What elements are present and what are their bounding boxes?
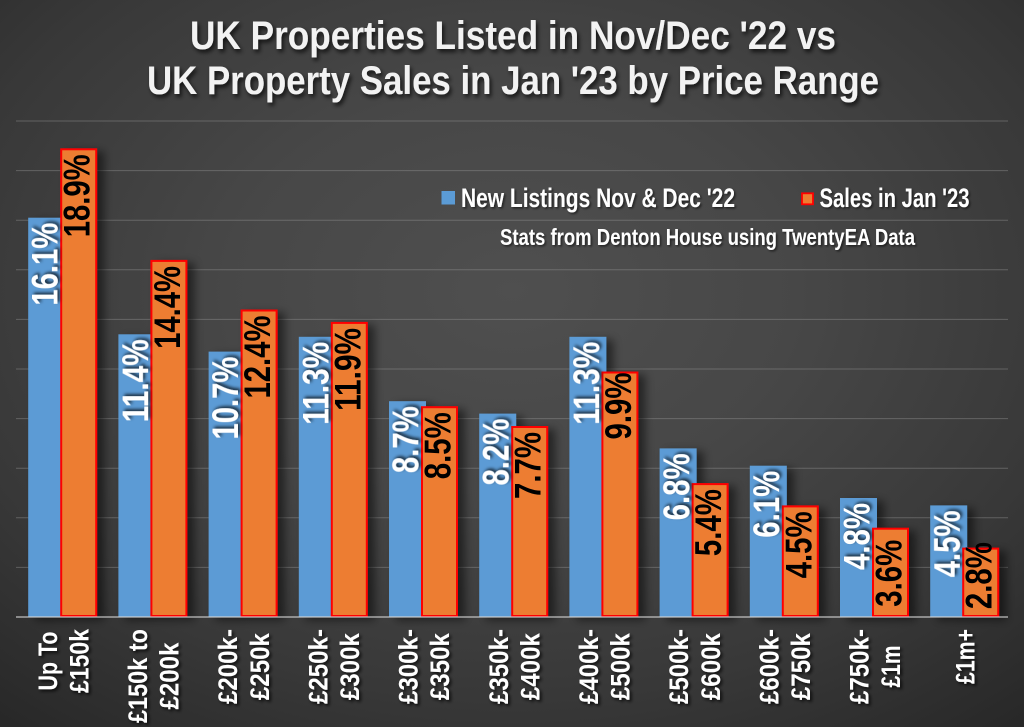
svg-text:11.4%: 11.4% — [115, 339, 156, 422]
svg-text:4.5%: 4.5% — [778, 511, 819, 578]
svg-text:12.4%: 12.4% — [237, 316, 278, 399]
svg-text:4.8%: 4.8% — [837, 503, 878, 570]
svg-text:£350k-: £350k- — [484, 629, 514, 704]
svg-text:UK Property Sales in Jan '23 b: UK Property Sales in Jan '23 by Price Ra… — [147, 59, 879, 103]
svg-text:£400k: £400k — [515, 632, 545, 700]
svg-text:Sales in Jan '23: Sales in Jan '23 — [820, 183, 970, 213]
svg-text:9.9%: 9.9% — [598, 373, 639, 440]
svg-text:£1m: £1m — [876, 646, 906, 688]
svg-text:£200k-: £200k- — [213, 629, 243, 704]
svg-text:£750k-: £750k- — [845, 629, 875, 704]
svg-text:£500k-: £500k- — [664, 629, 694, 704]
svg-text:16.1%: 16.1% — [25, 223, 66, 306]
svg-text:8.7%: 8.7% — [386, 406, 427, 473]
svg-text:£300k: £300k — [335, 632, 365, 700]
svg-text:11.3%: 11.3% — [295, 342, 336, 425]
svg-text:£1m+: £1m+ — [951, 629, 981, 684]
svg-text:£750k: £750k — [786, 632, 816, 700]
svg-text:10.7%: 10.7% — [205, 357, 246, 440]
svg-text:£400k-: £400k- — [574, 629, 604, 704]
svg-text:7.7%: 7.7% — [508, 432, 549, 499]
svg-text:11.3%: 11.3% — [566, 342, 607, 425]
svg-text:£250k: £250k — [245, 632, 275, 700]
svg-text:3.6%: 3.6% — [869, 540, 910, 607]
svg-text:£500k: £500k — [606, 632, 636, 700]
svg-text:6.8%: 6.8% — [656, 453, 697, 520]
svg-text:8.5%: 8.5% — [418, 412, 459, 479]
svg-text:6.1%: 6.1% — [746, 471, 787, 538]
svg-text:£300k-: £300k- — [394, 629, 424, 704]
svg-text:£350k: £350k — [425, 632, 455, 700]
svg-text:£150k: £150k — [64, 628, 94, 693]
svg-text:5.4%: 5.4% — [688, 489, 729, 556]
svg-text:8.2%: 8.2% — [476, 419, 517, 486]
svg-text:£600k: £600k — [696, 632, 726, 700]
svg-text:Up To: Up To — [33, 632, 63, 691]
svg-text:£250k-: £250k- — [303, 629, 333, 704]
svg-text:UK Properties Listed in Nov/De: UK Properties Listed in Nov/Dec '22 vs — [190, 14, 836, 58]
svg-text:£600k-: £600k- — [755, 629, 785, 704]
svg-text:Stats from Denton House using: Stats from Denton House using TwentyEA D… — [500, 224, 915, 250]
svg-text:£200k: £200k — [155, 642, 185, 710]
svg-text:New Listings Nov & Dec '22: New Listings Nov & Dec '22 — [461, 183, 735, 213]
svg-text:4.5%: 4.5% — [927, 510, 968, 577]
svg-text:18.9%: 18.9% — [57, 154, 98, 237]
svg-text:£150k to: £150k to — [123, 629, 153, 723]
svg-text:14.4%: 14.4% — [147, 266, 188, 349]
svg-text:2.8%: 2.8% — [959, 542, 1000, 609]
svg-text:11.9%: 11.9% — [327, 328, 368, 411]
